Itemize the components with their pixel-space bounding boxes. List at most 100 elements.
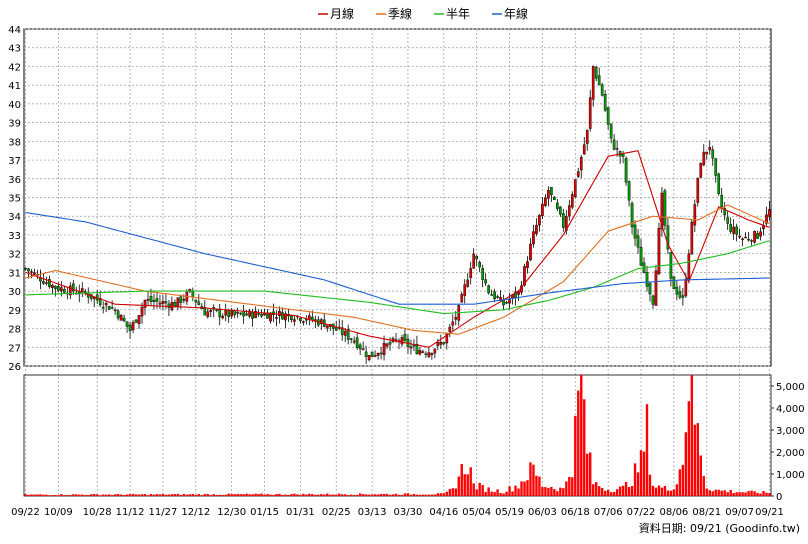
volume-bar	[116, 493, 120, 496]
candle	[63, 285, 66, 294]
candle	[245, 309, 248, 316]
candle	[355, 332, 359, 350]
volume-bar	[122, 495, 126, 496]
volume-bar	[696, 423, 699, 496]
candle-body	[379, 352, 383, 355]
candle	[113, 307, 117, 315]
volume-bar	[487, 487, 490, 496]
volume-bar	[245, 493, 248, 496]
candle-body	[478, 262, 482, 268]
volume-bar	[505, 491, 508, 496]
candle	[672, 275, 676, 289]
candle-body	[71, 283, 75, 292]
candle-body	[427, 352, 431, 357]
candle	[382, 335, 386, 361]
candle-body	[469, 268, 473, 278]
x-tick-label: 12/30	[217, 507, 246, 518]
volume-bar	[164, 494, 168, 496]
volume-bar	[104, 494, 108, 496]
candle	[379, 346, 383, 360]
volume-bar	[705, 488, 708, 496]
x-tick-label: 09/22	[11, 507, 40, 518]
candle-body	[508, 299, 511, 304]
candle-body	[600, 84, 604, 96]
volume-bar	[553, 489, 556, 496]
candle-body	[544, 197, 547, 206]
candle	[490, 289, 493, 296]
volume-bar	[463, 474, 466, 496]
candle	[535, 218, 538, 237]
volume-bar	[308, 493, 311, 496]
candle	[484, 273, 487, 287]
volume-bar	[191, 494, 195, 496]
candle-body	[203, 307, 207, 316]
volume-bar	[326, 493, 329, 496]
candle	[645, 265, 649, 292]
legend-label: 月線	[330, 6, 354, 21]
candle-body	[290, 315, 293, 321]
candle-body	[224, 310, 228, 316]
volume-bars	[24, 375, 771, 496]
x-tick-label: 01/31	[286, 507, 315, 518]
y-tick-label: 39	[8, 119, 21, 130]
legend-label: 半年	[446, 7, 470, 21]
volume-bar	[125, 494, 129, 496]
candle	[705, 151, 709, 160]
candle	[639, 238, 643, 266]
volume-bar	[338, 493, 341, 496]
volume-bar	[547, 488, 550, 496]
volume-bar	[251, 494, 254, 496]
candle-body	[463, 284, 467, 296]
candle-body	[370, 351, 374, 357]
volume-bar	[388, 494, 392, 496]
candle	[71, 279, 75, 296]
volume-bar	[630, 485, 634, 496]
volume-bar	[732, 492, 735, 496]
volume-bar	[436, 493, 440, 496]
candle	[125, 321, 129, 333]
candle-body	[412, 344, 416, 347]
volume-bar	[589, 452, 592, 496]
volume-bar	[439, 493, 443, 496]
candle	[624, 156, 628, 186]
candle-body	[561, 213, 565, 228]
candle	[197, 294, 201, 306]
candle	[768, 200, 771, 221]
candle	[597, 67, 601, 86]
x-tick-label: 05/04	[462, 507, 491, 518]
volume-bar	[284, 494, 287, 496]
candle	[358, 342, 362, 356]
volume-bar	[254, 493, 257, 496]
volume-bar	[699, 455, 702, 496]
candle	[209, 308, 213, 318]
volume-bar	[364, 494, 368, 496]
candle	[496, 294, 499, 299]
candle-body	[741, 238, 744, 241]
y-tick-label: 36	[8, 175, 21, 186]
candle	[107, 305, 111, 310]
candle	[257, 309, 260, 317]
candle	[134, 319, 138, 323]
candle-body	[729, 223, 732, 232]
candle-body	[627, 181, 631, 201]
volume-bar	[287, 494, 290, 496]
candle-body	[597, 75, 601, 86]
volume-bar	[87, 494, 90, 496]
candle	[319, 317, 323, 330]
candle-body	[319, 319, 323, 325]
volume-bar	[197, 494, 200, 496]
candle-body	[385, 343, 389, 347]
volume-bar	[532, 464, 535, 496]
candle-body	[711, 149, 715, 159]
candle	[104, 301, 108, 313]
volume-bar	[158, 494, 162, 496]
candle-body	[191, 290, 195, 298]
candle	[750, 239, 753, 246]
candle	[409, 339, 413, 355]
candle-body	[260, 313, 263, 317]
candle-body	[218, 308, 222, 318]
candle-body	[538, 214, 541, 226]
volume-bar	[400, 494, 404, 496]
volume-bar	[179, 495, 183, 496]
candle-body	[609, 123, 613, 139]
